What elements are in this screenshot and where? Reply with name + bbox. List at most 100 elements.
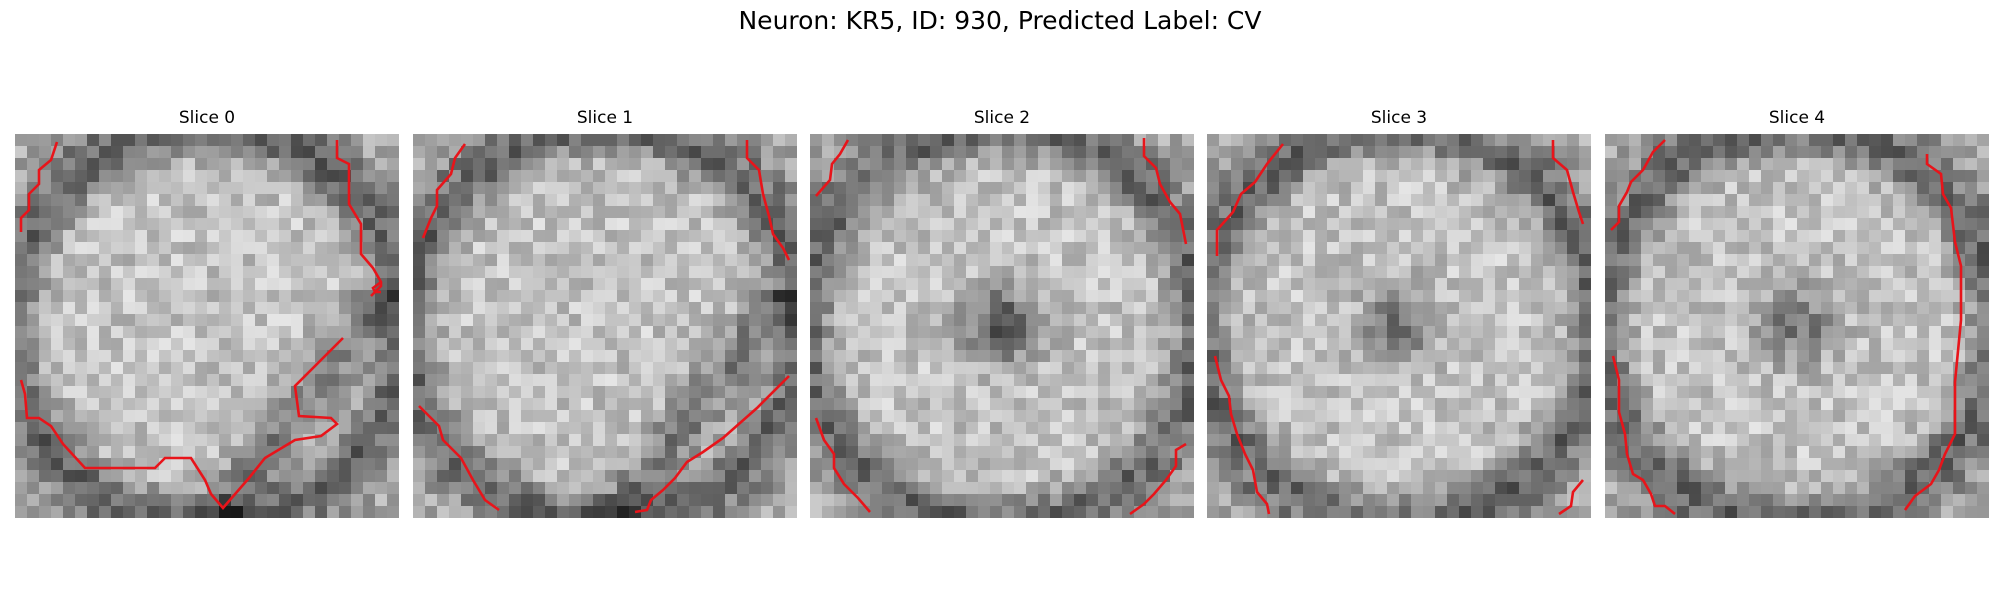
pixel bbox=[1291, 206, 1303, 218]
pixel bbox=[1917, 350, 1929, 362]
pixel bbox=[1363, 326, 1375, 338]
pixel bbox=[1929, 290, 1941, 302]
pixel bbox=[749, 290, 761, 302]
pixel bbox=[171, 458, 183, 470]
pixel bbox=[1351, 494, 1363, 506]
pixel bbox=[1857, 410, 1869, 422]
pixel bbox=[1375, 410, 1387, 422]
pixel bbox=[1543, 350, 1555, 362]
pixel bbox=[1833, 326, 1845, 338]
pixel bbox=[1881, 242, 1893, 254]
pixel bbox=[1929, 338, 1941, 350]
pixel bbox=[1701, 158, 1713, 170]
pixel bbox=[1158, 218, 1170, 230]
pixel bbox=[1158, 506, 1170, 518]
pixel bbox=[713, 422, 725, 434]
pixel bbox=[918, 254, 930, 266]
pixel bbox=[1459, 506, 1471, 518]
pixel bbox=[231, 410, 243, 422]
pixel bbox=[1339, 422, 1351, 434]
pixel bbox=[303, 326, 315, 338]
pixel bbox=[1507, 134, 1519, 146]
pixel bbox=[1507, 374, 1519, 386]
pixel bbox=[725, 170, 737, 182]
pixel bbox=[990, 494, 1002, 506]
pixel bbox=[1761, 302, 1773, 314]
pixel bbox=[773, 482, 785, 494]
pixel bbox=[1905, 158, 1917, 170]
pixel bbox=[1629, 314, 1641, 326]
pixel bbox=[279, 386, 291, 398]
pixel bbox=[1579, 194, 1591, 206]
pixel bbox=[1653, 182, 1665, 194]
pixel bbox=[473, 134, 485, 146]
pixel bbox=[1375, 470, 1387, 482]
pixel bbox=[1761, 446, 1773, 458]
pixel bbox=[1411, 386, 1423, 398]
pixel bbox=[1495, 230, 1507, 242]
pixel bbox=[1339, 338, 1351, 350]
pixel bbox=[773, 446, 785, 458]
pixel bbox=[906, 350, 918, 362]
pixel bbox=[761, 230, 773, 242]
pixel bbox=[375, 134, 387, 146]
pixel bbox=[1110, 158, 1122, 170]
pixel bbox=[593, 326, 605, 338]
pixel bbox=[183, 374, 195, 386]
pixel bbox=[1761, 314, 1773, 326]
pixel bbox=[219, 386, 231, 398]
pixel bbox=[267, 146, 279, 158]
pixel bbox=[1555, 206, 1567, 218]
pixel bbox=[1110, 326, 1122, 338]
pixel bbox=[942, 326, 954, 338]
pixel bbox=[1761, 206, 1773, 218]
pixel bbox=[605, 146, 617, 158]
pixel bbox=[942, 470, 954, 482]
pixel bbox=[1170, 494, 1182, 506]
pixel bbox=[449, 422, 461, 434]
pixel bbox=[425, 326, 437, 338]
pixel bbox=[1122, 494, 1134, 506]
pixel bbox=[1231, 158, 1243, 170]
pixel bbox=[1062, 242, 1074, 254]
pixel bbox=[545, 410, 557, 422]
pixel bbox=[966, 206, 978, 218]
pixel bbox=[1339, 182, 1351, 194]
pixel bbox=[1026, 458, 1038, 470]
pixel bbox=[183, 266, 195, 278]
pixel bbox=[1471, 410, 1483, 422]
pixel bbox=[1327, 134, 1339, 146]
pixel bbox=[15, 230, 27, 242]
pixel bbox=[918, 506, 930, 518]
pixel bbox=[1929, 218, 1941, 230]
pixel bbox=[485, 506, 497, 518]
pixel bbox=[1797, 242, 1809, 254]
pixel bbox=[1641, 338, 1653, 350]
pixel bbox=[195, 146, 207, 158]
pixel bbox=[978, 314, 990, 326]
pixel bbox=[533, 266, 545, 278]
pixel bbox=[1977, 362, 1989, 374]
pixel bbox=[834, 278, 846, 290]
pixel bbox=[1182, 326, 1194, 338]
pixel bbox=[894, 482, 906, 494]
pixel bbox=[413, 494, 425, 506]
pixel bbox=[1507, 146, 1519, 158]
pixel bbox=[1605, 398, 1617, 410]
pixel bbox=[641, 182, 653, 194]
pixel bbox=[1953, 302, 1965, 314]
pixel bbox=[1303, 254, 1315, 266]
pixel bbox=[279, 350, 291, 362]
pixel bbox=[413, 434, 425, 446]
pixel bbox=[1315, 494, 1327, 506]
pixel bbox=[1303, 338, 1315, 350]
pixel bbox=[1869, 158, 1881, 170]
pixel bbox=[1002, 290, 1014, 302]
pixel bbox=[677, 314, 689, 326]
pixel bbox=[327, 458, 339, 470]
pixel bbox=[1014, 410, 1026, 422]
pixel bbox=[1519, 194, 1531, 206]
pixel-grid bbox=[1605, 134, 1989, 518]
pixel bbox=[1749, 278, 1761, 290]
pixel bbox=[653, 386, 665, 398]
